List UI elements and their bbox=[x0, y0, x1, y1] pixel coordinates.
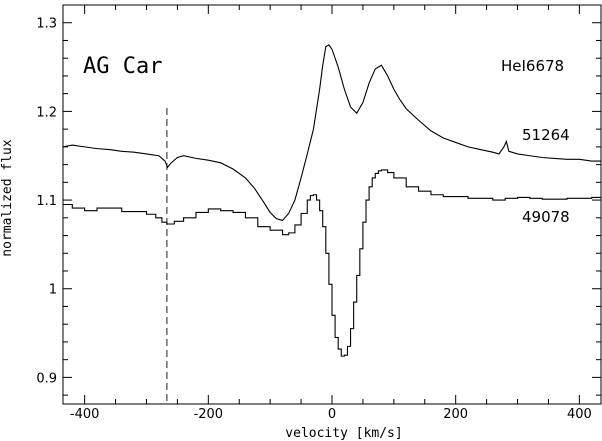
x-tick-label: -200 bbox=[194, 407, 224, 422]
tick-labels: -400 -200 0 200 400 0.9 1 1.1 1.2 1.3 bbox=[36, 17, 591, 422]
object-annotation: AG Car bbox=[83, 54, 162, 79]
series-line-lower bbox=[63, 169, 602, 357]
y-tick-label: 1.2 bbox=[36, 105, 57, 120]
x-tick-label: -400 bbox=[70, 407, 100, 422]
epoch-lower-label: 49078 bbox=[522, 208, 570, 226]
y-tick-label: 1.3 bbox=[36, 17, 57, 32]
plot-frame bbox=[62, 4, 602, 405]
series-line-upper bbox=[62, 44, 601, 222]
y-tick-label: 0.9 bbox=[36, 371, 57, 386]
x-tick-label: 0 bbox=[328, 407, 336, 422]
y-tick-label: 1.1 bbox=[36, 194, 57, 209]
y-axis-label: normalized flux bbox=[0, 139, 15, 257]
spectral-line-annotation: HeI6678 bbox=[501, 57, 564, 75]
epoch-upper-label: 51264 bbox=[522, 126, 570, 144]
series-group bbox=[62, 44, 602, 357]
axis-ticks bbox=[63, 4, 601, 404]
y-tick-label: 1 bbox=[49, 283, 57, 298]
x-tick-label: 200 bbox=[443, 407, 468, 422]
x-tick-label: 400 bbox=[567, 407, 592, 422]
x-axis-label: velocity [km/s] bbox=[285, 426, 402, 441]
